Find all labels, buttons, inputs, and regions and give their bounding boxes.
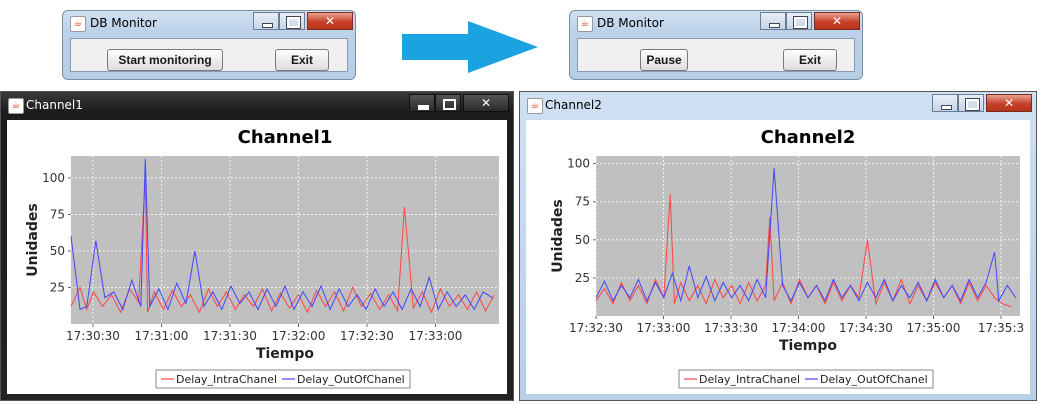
y-tick-label: 100 xyxy=(42,171,65,185)
window-title: Channel2 xyxy=(545,98,602,112)
x-tick-label: 17:32:30 xyxy=(569,321,623,335)
x-tick-label: 17:34:00 xyxy=(772,321,826,335)
exit-button[interactable]: Exit xyxy=(783,49,837,71)
x-axis-label: Tiempo xyxy=(779,338,837,354)
plot-area xyxy=(596,156,1020,316)
chart-window-channel2: ☕ Channel2 ✕ Channel2 25 50 75 100 17:32:30 17… xyxy=(519,91,1037,401)
maximize-button[interactable] xyxy=(279,12,305,30)
close-button[interactable]: ✕ xyxy=(307,12,353,30)
maximize-button[interactable] xyxy=(958,94,984,112)
y-tick-label: 100 xyxy=(567,157,590,171)
x-tick-label: 17:33:30 xyxy=(704,321,758,335)
y-tick-label: 50 xyxy=(575,233,590,247)
minimize-button[interactable] xyxy=(253,12,279,30)
chart-panel: Channel2 25 50 75 100 17:32:30 17:33:00 17:33:3… xyxy=(526,120,1030,394)
title-bar[interactable]: ☕ DB Monitor ✕ xyxy=(63,11,355,37)
java-icon: ☕ xyxy=(577,16,593,32)
y-tick-label: 25 xyxy=(575,271,590,285)
window-title: DB Monitor xyxy=(597,16,664,30)
close-button[interactable]: ✕ xyxy=(814,12,860,30)
button-panel: Pause Exit xyxy=(577,38,855,72)
minimize-button[interactable] xyxy=(932,94,958,112)
x-tick-label: 17:32:00 xyxy=(272,329,326,343)
chart-title: Channel2 xyxy=(761,127,856,148)
maximize-button[interactable] xyxy=(786,12,812,30)
pause-button[interactable]: Pause xyxy=(640,49,688,71)
chart-channel2: Channel2 25 50 75 100 17:32:30 17:33:00 17:33:3… xyxy=(550,127,1024,389)
minimize-button[interactable] xyxy=(409,94,435,112)
java-icon: ☕ xyxy=(8,98,24,114)
x-tick-label: 17:33:00 xyxy=(637,321,691,335)
y-tick-label: 75 xyxy=(50,207,65,221)
legend-label-intra: Delay_IntraChanel xyxy=(176,373,277,386)
minimize-button[interactable] xyxy=(760,12,786,30)
x-tick-label: 17:35:00 xyxy=(907,321,961,335)
java-icon: ☕ xyxy=(527,98,543,114)
x-tick-label: 17:35:3 xyxy=(978,321,1024,335)
java-icon: ☕ xyxy=(70,16,86,32)
x-tick-label: 17:34:30 xyxy=(839,321,893,335)
x-tick-label: 17:31:30 xyxy=(203,329,257,343)
window-title: Channel1 xyxy=(26,98,83,112)
arrow-right-icon xyxy=(402,21,538,73)
button-panel: Start monitoring Exit xyxy=(70,38,348,72)
x-tick-label: 17:33:00 xyxy=(409,329,463,343)
y-axis-label: Unidades xyxy=(550,199,566,272)
close-button[interactable]: ✕ xyxy=(463,94,509,112)
maximize-button[interactable] xyxy=(435,94,461,112)
title-bar[interactable]: ☕ DB Monitor ✕ xyxy=(570,11,862,37)
chart-title: Channel1 xyxy=(238,127,333,148)
series-line-out xyxy=(595,168,1017,303)
chart-panel: Channel1 25 50 75 100 17:30:30 17:31:00 17:31:3… xyxy=(7,120,507,394)
x-tick-label: 17:31:00 xyxy=(135,329,189,343)
y-tick-label: 75 xyxy=(575,195,590,209)
series-line-out xyxy=(70,158,493,311)
close-button[interactable]: ✕ xyxy=(986,94,1032,112)
chart-channel1: Channel1 25 50 75 100 17:30:30 17:31:00 17:31:3… xyxy=(25,127,499,389)
x-tick-label: 17:30:30 xyxy=(66,329,120,343)
chart-window-channel1: ☕ Channel1 ✕ Channel1 25 50 75 100 17:30:30 17… xyxy=(0,91,514,401)
y-tick-label: 25 xyxy=(50,280,65,294)
db-monitor-window-left: ☕ DB Monitor ✕ Start monitoring Exit xyxy=(62,10,356,80)
legend-label-out: Delay_OutOfChanel xyxy=(297,373,405,386)
x-axis-label: Tiempo xyxy=(256,346,314,362)
x-tick-label: 17:32:30 xyxy=(340,329,394,343)
series-line-intra xyxy=(70,177,495,314)
legend-label-intra: Delay_IntraChanel xyxy=(699,373,800,386)
exit-button[interactable]: Exit xyxy=(275,49,329,71)
window-title: DB Monitor xyxy=(90,16,157,30)
y-axis-label: Unidades xyxy=(25,203,41,276)
db-monitor-window-right: ☕ DB Monitor ✕ Pause Exit xyxy=(569,10,863,80)
y-tick-label: 50 xyxy=(50,244,65,258)
legend-label-out: Delay_OutOfChanel xyxy=(820,373,928,386)
start-monitoring-button[interactable]: Start monitoring xyxy=(107,49,223,71)
